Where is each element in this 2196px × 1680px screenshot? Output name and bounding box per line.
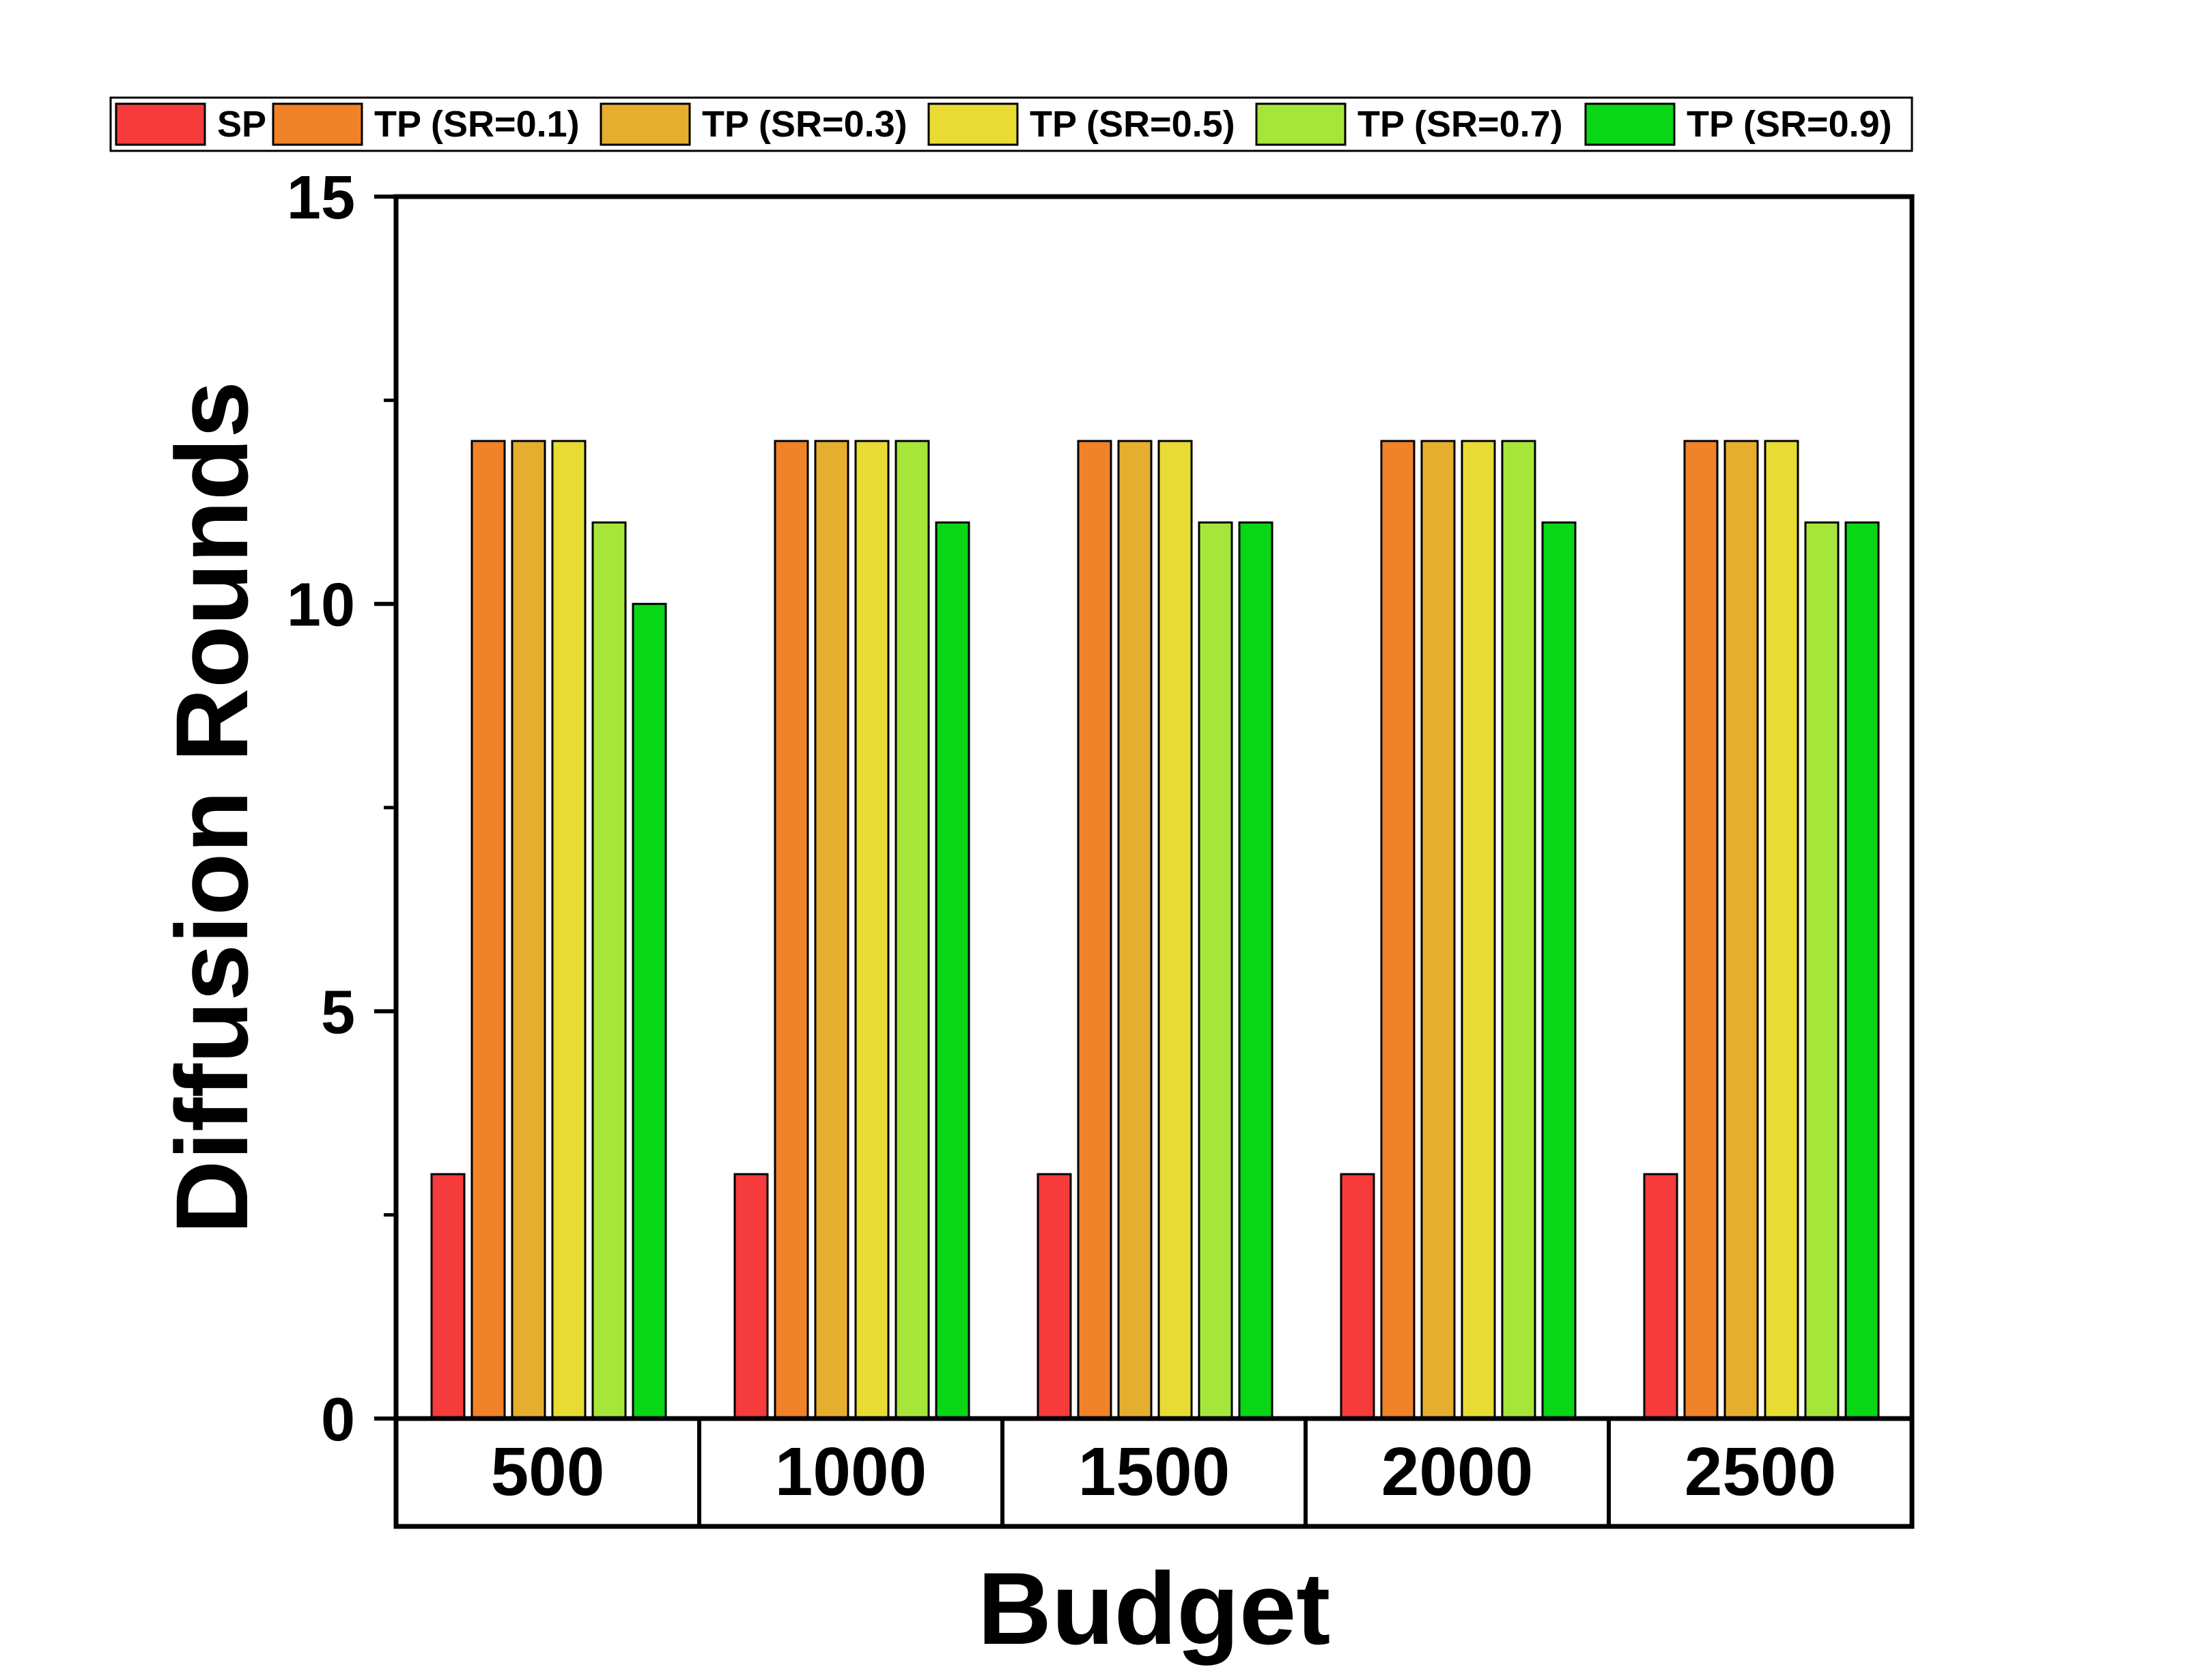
legend-swatch — [1255, 102, 1347, 146]
bar-tp-5-2000 — [1541, 521, 1577, 1420]
bar-tp-2-2000 — [1420, 440, 1456, 1420]
legend-swatch — [600, 102, 691, 146]
legend-label: TP (SR=0.3) — [702, 104, 907, 145]
bar-tp-3-500 — [551, 440, 587, 1420]
x-tick-label: 2500 — [1685, 1434, 1836, 1510]
bar-tp-3-2500 — [1764, 440, 1799, 1420]
y-tick-label: 5 — [321, 978, 355, 1047]
x-tick-label: 1500 — [1078, 1434, 1230, 1510]
x-tick-label: 1000 — [775, 1434, 927, 1510]
legend: SP TP (SR=0.1) TP (SR=0.3) TP (SR=0.5) TP (S… — [109, 96, 1913, 152]
y-tick-label: 0 — [321, 1386, 355, 1454]
bar-tp-5-1000 — [935, 521, 970, 1420]
bar-tp-5-1500 — [1238, 521, 1273, 1420]
legend-label: TP (SR=0.1) — [374, 104, 580, 145]
legend-label: TP (SR=0.9) — [1687, 104, 1892, 145]
bar-tp-1-500 — [470, 440, 506, 1420]
bar-tp-4-1500 — [1198, 521, 1233, 1420]
legend-swatch — [1584, 102, 1676, 146]
legend-label: TP (SR=0.7) — [1357, 104, 1563, 145]
bar-tp-4-2500 — [1804, 521, 1840, 1420]
x-tick-label: 500 — [491, 1434, 605, 1510]
y-tick-label: 10 — [287, 571, 355, 640]
y-axis-label: Diffusion Rounds — [154, 381, 269, 1234]
legend-swatch — [115, 102, 206, 146]
bar-tp-3-2000 — [1461, 440, 1496, 1420]
legend-label: TP (SR=0.5) — [1030, 104, 1235, 145]
bar-tp-3-1000 — [854, 440, 890, 1420]
bar-tp-1-1500 — [1077, 440, 1112, 1420]
bar-tp-1-1000 — [774, 440, 809, 1420]
bar-sp-2500 — [1643, 1173, 1678, 1420]
bar-sp-500 — [430, 1173, 466, 1420]
bar-tp-4-1000 — [895, 440, 930, 1420]
bar-tp-2-1500 — [1117, 440, 1153, 1420]
bar-tp-3-1500 — [1157, 440, 1193, 1420]
bar-tp-5-500 — [632, 603, 667, 1420]
legend-label: SP — [217, 104, 266, 145]
x-tick-label: 2000 — [1381, 1434, 1533, 1510]
y-axis: 0 5 10 15 — [287, 164, 396, 1454]
x-axis-category-row — [393, 1416, 1915, 1529]
bar-tp-5-2500 — [1844, 521, 1880, 1420]
legend-swatch — [927, 102, 1019, 146]
plot-area: 0 5 10 15 500 1000 1500 2000 2500 — [287, 164, 1915, 1529]
y-tick-label: 15 — [287, 164, 355, 232]
bar-tp-4-2000 — [1501, 440, 1536, 1420]
bar-tp-2-500 — [511, 440, 546, 1420]
bar-tp-2-1000 — [814, 440, 849, 1420]
bar-sp-1500 — [1037, 1173, 1072, 1420]
bars-group — [430, 440, 1880, 1420]
bar-sp-1000 — [733, 1173, 769, 1420]
bar-tp-1-2500 — [1683, 440, 1719, 1420]
bar-sp-2000 — [1340, 1173, 1375, 1420]
legend-swatch — [272, 102, 363, 146]
bar-tp-4-500 — [591, 521, 627, 1420]
bar-tp-2-2500 — [1723, 440, 1759, 1420]
bar-tp-1-2000 — [1380, 440, 1416, 1420]
x-axis-table: 500 1000 1500 2000 2500 — [393, 1416, 1915, 1529]
x-axis-label: Budget — [978, 1551, 1331, 1666]
